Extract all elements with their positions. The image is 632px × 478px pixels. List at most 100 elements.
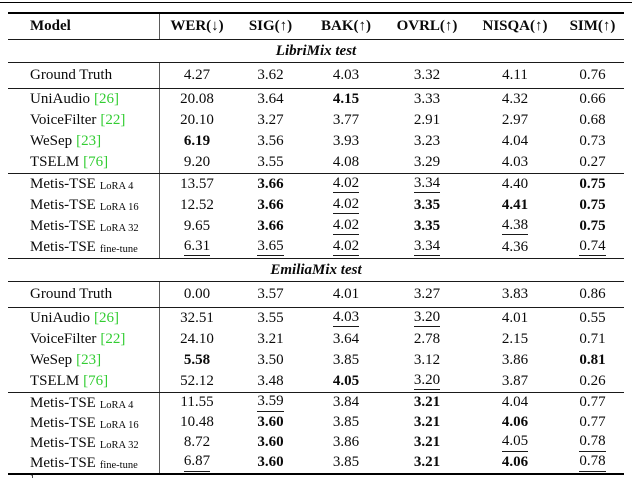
- metric-value: 10.48: [180, 414, 214, 431]
- model-variant-label: LoRA 32: [99, 223, 139, 234]
- metric-column-header: NISQA(↑): [469, 14, 561, 39]
- metric-value: 0.81: [579, 351, 606, 368]
- table-row: Metis-TSE fine-tune 6.31 3.65 4.02 3.34 4.36 0.…: [8, 237, 624, 258]
- metric-value: 3.21: [413, 434, 441, 451]
- model-variant-label: fine-tune: [99, 244, 138, 255]
- model-cell: Metis-TSE fine-tune: [8, 453, 159, 473]
- model-cell: Metis-TSE LoRA 4: [8, 393, 159, 413]
- metric-value: 4.01: [501, 309, 529, 326]
- value-cell: 3.87: [469, 371, 561, 392]
- metric-value: 4.15: [332, 90, 360, 107]
- metric-value: 0.00: [183, 285, 211, 302]
- value-cell: 0.76: [561, 63, 624, 88]
- value-cell: 6.31: [159, 237, 234, 258]
- value-cell: 4.08: [307, 152, 385, 173]
- citation: [26]: [94, 91, 119, 107]
- model-label: Ground Truth: [30, 286, 113, 302]
- value-cell: 3.64: [234, 89, 307, 110]
- metric-value: 0.26: [579, 372, 606, 389]
- value-cell: 4.04: [469, 393, 561, 413]
- metric-value: 0.66: [579, 90, 606, 107]
- model-variant-label: LoRA 16: [99, 419, 139, 431]
- table-row: TSELM [76] 52.12 3.48 4.05 3.20 3.87 0.26: [8, 371, 624, 392]
- value-cell: 2.91: [385, 110, 469, 131]
- value-cell: 3.21: [385, 433, 469, 453]
- table-row: Metis-TSE LoRA 4 13.57 3.66 4.02 3.34 4.40 0.75: [8, 174, 624, 195]
- metric-value: 13.57: [180, 175, 214, 192]
- metric-value: 3.60: [257, 454, 284, 471]
- model-label: UniAudio: [30, 310, 90, 326]
- metric-value: 3.20: [413, 309, 441, 328]
- model-label: Metis-TSE: [30, 176, 96, 192]
- model-label: Metis-TSE: [30, 394, 96, 411]
- citation: [76]: [83, 154, 109, 170]
- value-cell: 3.27: [385, 282, 469, 307]
- table-row: WeSep [23] 6.19 3.56 3.93 3.23 4.04 0.73: [8, 131, 624, 152]
- metric-value: 3.29: [413, 153, 441, 170]
- metric-value: 4.32: [501, 90, 529, 107]
- model-cell: Metis-TSE LoRA 4: [8, 174, 159, 195]
- metric-value: 3.66: [257, 217, 284, 234]
- model-label: Metis-TSE: [30, 197, 96, 213]
- metric-value: 0.77: [579, 394, 606, 411]
- table-row: VoiceFilter [22] 24.10 3.21 3.64 2.78 2.15 0.71: [8, 329, 624, 350]
- value-cell: 0.75: [561, 216, 624, 237]
- citation: [22]: [100, 331, 126, 347]
- metric-value: 3.27: [413, 285, 441, 302]
- section-title: LibriMix test: [275, 42, 357, 59]
- citation: [26]: [94, 310, 119, 326]
- value-cell: 3.64: [307, 329, 385, 350]
- value-cell: 4.02: [307, 237, 385, 258]
- model-label: TSELM: [30, 373, 80, 389]
- table-row: Metis-TSE LoRA 16 12.52 3.66 4.02 3.35 4.41 0.7…: [8, 195, 624, 216]
- model-cell: Metis-TSE LoRA 32: [8, 433, 159, 453]
- metric-value: 9.65: [183, 217, 211, 234]
- model-label: UniAudio: [30, 91, 90, 107]
- metric-value: 4.36: [501, 238, 529, 255]
- table-row: UniAudio [26] 32.51 3.55 4.03 3.20 4.01 0.55: [8, 308, 624, 329]
- metric-column-header: WER(↓): [159, 14, 234, 39]
- value-cell: 3.35: [385, 195, 469, 216]
- footnote-marker: 1: [30, 473, 35, 478]
- model-cell: TSELM [76]: [8, 152, 159, 173]
- value-cell: 0.86: [561, 282, 624, 307]
- value-cell: 2.78: [385, 329, 469, 350]
- metric-value: 20.08: [180, 90, 214, 107]
- metric-value: 0.71: [579, 330, 606, 347]
- value-cell: 3.57: [234, 282, 307, 307]
- model-label: Metis-TSE: [30, 414, 96, 431]
- metric-value: 3.21: [413, 394, 441, 411]
- metric-value: 3.64: [332, 330, 360, 347]
- value-cell: 9.65: [159, 216, 234, 237]
- model-label: Metis-TSE: [30, 239, 96, 255]
- value-cell: 3.56: [234, 131, 307, 152]
- model-cell: UniAudio [26]: [8, 89, 159, 110]
- metric-value: 4.02: [332, 175, 360, 194]
- value-cell: 0.75: [561, 195, 624, 216]
- metric-value: 4.38: [501, 217, 529, 236]
- value-cell: 3.33: [385, 89, 469, 110]
- metric-value: 32.51: [180, 309, 214, 326]
- metric-value: 3.60: [257, 434, 284, 451]
- metric-value: 3.21: [257, 330, 284, 347]
- metric-value: 4.04: [501, 132, 529, 149]
- value-cell: 12.52: [159, 195, 234, 216]
- metric-value: 52.12: [180, 372, 214, 389]
- metric-value: 0.73: [579, 132, 606, 149]
- metric-value: 3.85: [332, 454, 360, 471]
- model-cell: Ground Truth: [8, 282, 159, 307]
- metric-value: 3.20: [413, 372, 441, 391]
- value-cell: 0.73: [561, 131, 624, 152]
- value-cell: 4.36: [469, 237, 561, 258]
- value-cell: 3.20: [385, 308, 469, 329]
- value-cell: 3.23: [385, 131, 469, 152]
- metric-value: 4.27: [183, 66, 211, 83]
- metric-value: 0.78: [579, 453, 606, 472]
- metric-value: 4.01: [332, 285, 360, 302]
- model-variant-label: fine-tune: [99, 459, 138, 471]
- value-cell: 13.57: [159, 174, 234, 195]
- model-variant-label: LoRA 16: [99, 202, 139, 213]
- metric-value: 3.65: [257, 238, 284, 257]
- value-cell: 3.85: [307, 350, 385, 371]
